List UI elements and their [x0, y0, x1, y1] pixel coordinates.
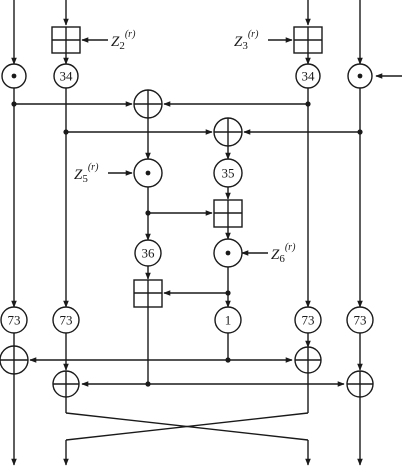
subkey-label-z2: Z2(r): [111, 29, 136, 52]
svg-text:73: 73: [302, 313, 315, 328]
subkey-label-z6: Z6(r): [271, 242, 296, 265]
node-35: 35: [213, 158, 243, 188]
svg-text:34: 34: [60, 69, 74, 84]
node-73-col4: 73: [346, 306, 374, 334]
node-73-col2: 73: [52, 306, 80, 334]
xor-node-out-1: [0, 345, 29, 375]
node-73-col1: 73: [0, 306, 28, 334]
node-34-left: 34: [53, 63, 79, 89]
multiply-nodes: [1, 63, 373, 268]
xor-node-out-2: [52, 370, 80, 398]
xor-nodes: [0, 89, 374, 398]
xor-node-b: [213, 117, 243, 147]
addition-node-2: [51, 26, 81, 54]
svg-text:34: 34: [302, 69, 316, 84]
node-36: 36: [134, 239, 162, 267]
multiply-node-1: [1, 63, 27, 89]
subkey-labels: Z2(r) Z3(r) Z5(r) Z6(r): [74, 29, 296, 265]
svg-text:36: 36: [142, 246, 156, 261]
xor-node-out-3: [294, 346, 322, 374]
svg-text:35: 35: [222, 166, 235, 181]
junction-dots: [11, 101, 363, 387]
addition-nodes: [51, 26, 323, 308]
numbered-nodes: 34 34 35 36 1 73 73 73: [0, 63, 374, 334]
multiply-node-5: [133, 158, 163, 188]
xor-node-a: [133, 89, 163, 119]
multiply-node-4: [347, 63, 373, 89]
multiply-node-6: [213, 238, 243, 268]
svg-text:73: 73: [354, 313, 367, 328]
addition-node-inner-b: [133, 279, 163, 308]
wires: [11, 0, 402, 466]
xor-node-out-4: [346, 370, 374, 398]
node-73-col3: 73: [294, 306, 322, 334]
node-1: 1: [214, 306, 242, 334]
svg-text:1: 1: [225, 313, 232, 328]
addition-node-inner-a: [213, 199, 243, 228]
subkey-label-z5: Z5(r): [74, 162, 99, 185]
svg-text:73: 73: [60, 313, 73, 328]
addition-node-3: [293, 26, 323, 54]
subkey-label-z3: Z3(r): [234, 29, 259, 52]
svg-text:73: 73: [8, 313, 21, 328]
node-34-right: 34: [295, 63, 321, 89]
